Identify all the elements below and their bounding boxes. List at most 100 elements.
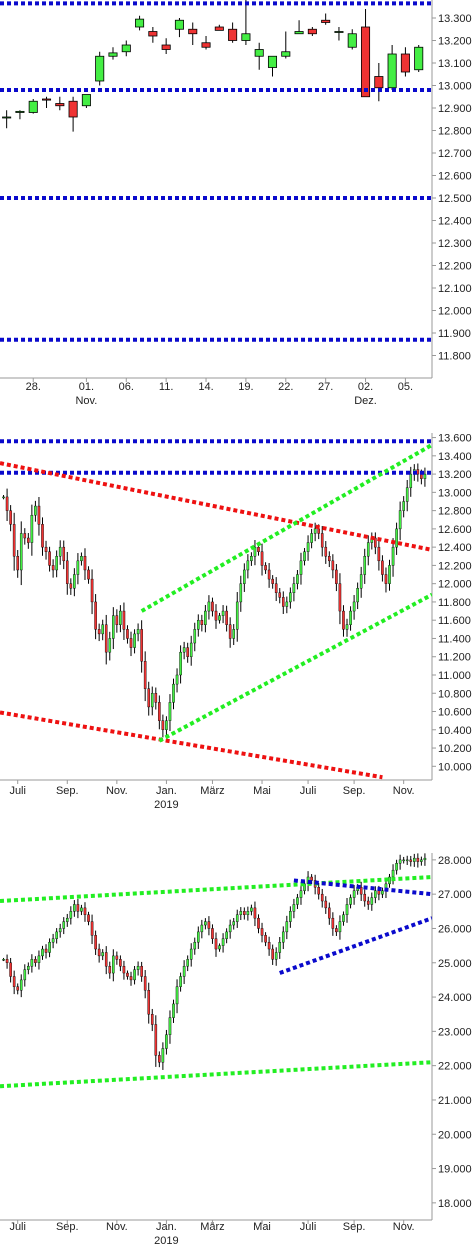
candle-up (250, 556, 253, 562)
x-tick-label: Nov. (106, 1221, 128, 1233)
candle-down (104, 952, 108, 967)
candle-down (129, 976, 133, 981)
candle-up (374, 890, 377, 898)
candle-down (267, 941, 271, 950)
candle-up (391, 869, 395, 878)
y-tick-label: 12.300 (438, 238, 472, 250)
candle-up (235, 914, 239, 922)
y-tick-label: 12.700 (438, 148, 472, 160)
candle-down (65, 560, 69, 584)
y-tick-label: 10.400 (438, 725, 472, 737)
candle-up (228, 924, 232, 933)
candle-down (83, 907, 87, 915)
candle-up (285, 601, 289, 607)
candle-up (299, 890, 303, 898)
candle-up (412, 857, 416, 862)
candle-up (294, 31, 304, 35)
candle-down (361, 26, 371, 98)
candle-up (391, 546, 395, 566)
candle-down (214, 610, 218, 621)
x-tick-label: Nov. (393, 785, 415, 797)
candle-up (189, 642, 193, 657)
candle-up (172, 1003, 175, 1018)
candle-up (420, 859, 423, 862)
candle-down (200, 619, 204, 625)
candle-down (126, 629, 129, 639)
candle-down (320, 893, 324, 902)
candle-up (172, 683, 175, 703)
candle-up (168, 1017, 172, 1035)
candle-down (260, 551, 264, 566)
candle-up (405, 487, 409, 502)
candle-up (108, 638, 112, 653)
candle-down (5, 496, 9, 511)
candle-down (211, 928, 214, 939)
x-tick-label: Nov. (106, 785, 128, 797)
y-tick-label: 13.200 (438, 36, 472, 48)
candle-down (108, 965, 112, 974)
candle-down (228, 624, 232, 639)
candle-down (324, 900, 328, 909)
candle-up (73, 574, 76, 589)
x-tick-sublabel: 2019 (154, 1235, 178, 1247)
candle-down (158, 702, 161, 721)
candle-up (281, 51, 291, 57)
candle-up (221, 610, 225, 616)
y-tick-label: 12.000 (438, 579, 472, 591)
candle-up (306, 542, 310, 552)
candle-up (182, 647, 186, 653)
candle-down (44, 948, 48, 953)
y-tick-label: 20.000 (438, 1129, 472, 1141)
x-tick-label: 11. (159, 381, 173, 393)
candle-down (201, 42, 211, 48)
candle-down (228, 28, 238, 41)
candle-up (381, 890, 384, 895)
candle-down (143, 661, 147, 689)
x-tick-sublabel: Dez. (354, 395, 377, 407)
candle-up (204, 610, 207, 625)
candle-up (338, 921, 342, 933)
candle-down (416, 469, 420, 475)
candle-down (27, 537, 30, 543)
candle-down (90, 578, 94, 603)
x-tick-label: Jan. (156, 785, 177, 797)
candle-up (296, 574, 299, 584)
candle-up (232, 921, 236, 926)
candle-up (23, 969, 27, 981)
candle-up (101, 624, 104, 635)
candle-up (289, 911, 292, 922)
candle-down (416, 857, 420, 862)
red-trend-line (0, 461, 432, 552)
candle-up (359, 574, 363, 589)
candle-up (112, 615, 115, 639)
y-tick-label: 12.600 (438, 171, 472, 183)
y-tick-label: 12.400 (438, 216, 472, 228)
candle-down (140, 629, 143, 662)
candle-up (55, 931, 58, 939)
x-tick-label: Juli (300, 1221, 317, 1233)
candle-up (73, 904, 76, 912)
candle-up (136, 629, 140, 635)
x-tick-label: 02. (358, 381, 373, 393)
candle-down (307, 28, 317, 35)
candle-up (388, 876, 391, 885)
y-tick-label: 12.800 (438, 126, 472, 138)
candle-down (328, 556, 331, 562)
candle-down (374, 76, 384, 89)
candle-up (58, 546, 62, 557)
candle-up (30, 514, 34, 543)
candle-up (225, 931, 228, 939)
candle-down (115, 615, 119, 625)
candle-down (374, 537, 377, 548)
candle-down (143, 976, 147, 991)
y-tick-label: 21.000 (438, 1095, 472, 1107)
chart-panel-3: 18.000 19.000 20.000 21.000 22.000 23.000 24.0… (0, 853, 472, 1247)
candle-up (405, 859, 409, 862)
candle-up (342, 914, 345, 922)
candle-down (12, 976, 16, 987)
candle-up (161, 1048, 165, 1063)
candle-up (274, 952, 278, 960)
candle-up (366, 542, 370, 557)
candle-up (207, 601, 211, 612)
